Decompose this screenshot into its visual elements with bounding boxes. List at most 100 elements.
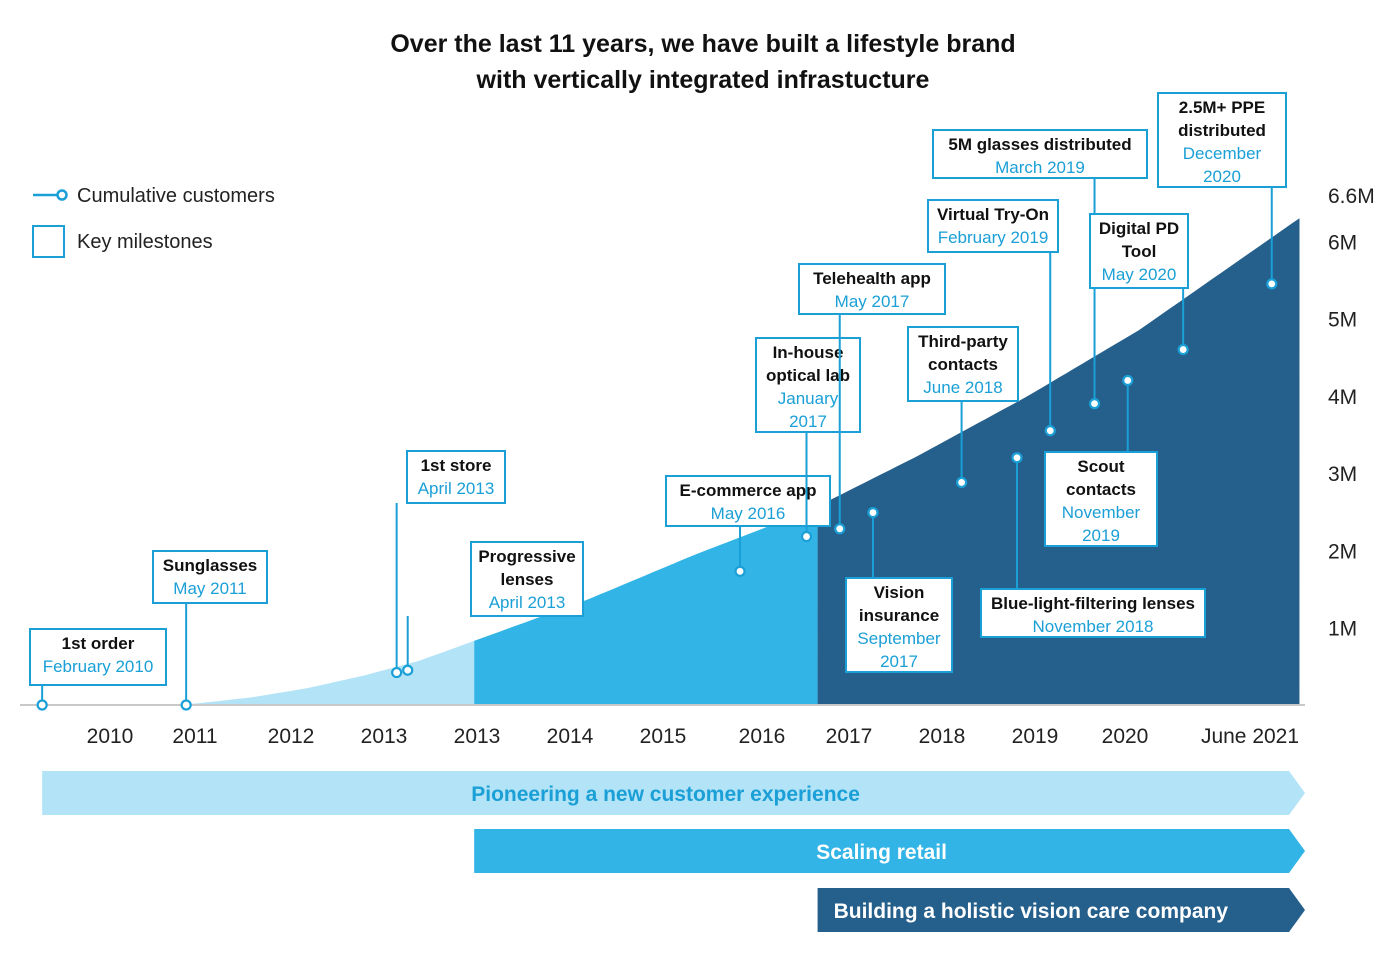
milestone-box — [470, 541, 584, 617]
milestone-point — [391, 666, 403, 679]
milestone-date: February 2019 — [938, 228, 1049, 247]
phase-arrow-0 — [42, 771, 1306, 815]
chart-title-line: Over the last 11 years, we have built a … — [390, 30, 1015, 58]
milestone-box — [927, 199, 1059, 253]
milestone-date: 2017 — [880, 652, 918, 671]
milestone-box — [907, 326, 1019, 402]
milestone-title: lenses — [501, 570, 554, 589]
milestone-title: optical lab — [766, 366, 850, 385]
milestone-date: May 2017 — [835, 292, 910, 311]
milestone-title: distributed — [1178, 121, 1266, 140]
x-tick-label: 2015 — [640, 725, 687, 748]
milestone-box — [798, 263, 946, 315]
milestone-title: Digital PD — [1099, 219, 1179, 238]
milestone-date: 2017 — [789, 412, 827, 431]
milestone-point — [734, 565, 746, 577]
x-tick-label: 2020 — [1102, 725, 1149, 748]
milestone-title: Virtual Try-On — [937, 205, 1049, 224]
milestone-point — [867, 506, 879, 519]
milestone-point — [955, 476, 968, 489]
milestone-title: E-commerce app — [680, 481, 817, 500]
milestone-point — [1011, 452, 1023, 464]
milestone-box — [1044, 451, 1158, 547]
milestone-point — [180, 699, 192, 711]
x-tick-label: 2013 — [454, 725, 501, 748]
x-tick-label: 2014 — [547, 725, 594, 748]
milestone-title: contacts — [1066, 480, 1136, 499]
milestone-title: In-house — [773, 343, 844, 362]
milestone-box — [29, 628, 167, 686]
milestone-point — [36, 699, 48, 711]
milestone-title: Progressive — [478, 547, 575, 566]
milestone-date: February 2010 — [43, 657, 154, 676]
legend-box-marker — [32, 225, 65, 258]
milestone-date: November 2018 — [1033, 617, 1154, 636]
chart-title-line: with vertically integrated infrastucture — [476, 66, 930, 94]
x-tick-label: 2013 — [361, 725, 408, 748]
milestone-point — [1177, 343, 1189, 356]
milestone-box — [932, 129, 1148, 179]
milestone-title: Third-party — [918, 332, 1008, 351]
x-tick-label: 2011 — [172, 725, 217, 748]
y-tick-label: 5M — [1328, 309, 1357, 332]
milestone-box — [152, 550, 268, 604]
x-tick-label: 2012 — [268, 725, 315, 748]
y-tick-label: 2M — [1328, 540, 1357, 563]
milestone-point — [1122, 374, 1134, 387]
milestone-box — [845, 577, 953, 673]
x-tick-label: 2019 — [1012, 725, 1059, 748]
phase-label: Scaling retail — [816, 841, 947, 864]
milestone-title: Vision — [874, 583, 925, 602]
milestone-date: September — [857, 629, 940, 648]
milestone-point — [834, 523, 846, 535]
legend-label-customers: Cumulative customers — [77, 185, 275, 207]
milestone-box — [1157, 92, 1287, 188]
milestone-date: May 2020 — [1102, 265, 1177, 284]
milestone-point — [1266, 278, 1278, 290]
milestone-title: Scout — [1077, 457, 1125, 476]
x-tick-label: 2010 — [87, 725, 134, 748]
legend-circle-marker — [56, 189, 68, 201]
phase-arrow-2 — [817, 888, 1305, 932]
y-tick-label: 3M — [1328, 463, 1357, 486]
milestone-box — [755, 337, 861, 433]
milestone-date: January — [778, 389, 839, 408]
milestone-point — [800, 530, 813, 543]
legend-label-milestones: Key milestones — [77, 231, 213, 253]
milestone-title: 2.5M+ PPE — [1179, 98, 1265, 117]
phase-arrow-1 — [474, 829, 1305, 873]
y-tick-label: 6.6M — [1328, 185, 1375, 208]
milestone-title: insurance — [859, 606, 939, 625]
milestone-date: April 2013 — [418, 479, 495, 498]
milestone-title: 1st order — [62, 634, 135, 653]
y-tick-label: 1M — [1328, 618, 1357, 641]
milestone-title: 5M glasses distributed — [948, 135, 1131, 154]
milestone-point — [1088, 398, 1101, 410]
milestone-date: April 2013 — [489, 593, 566, 612]
milestone-title: Tool — [1122, 242, 1157, 261]
phase-label: Building a holistic vision care company — [834, 900, 1229, 923]
x-tick-label: 2018 — [919, 725, 966, 748]
y-tick-label: 4M — [1328, 386, 1357, 409]
milestone-date: December — [1183, 144, 1262, 163]
milestone-date: May 2016 — [711, 504, 786, 523]
milestone-title: Blue-light-filtering lenses — [991, 594, 1195, 613]
milestone-date: May 2011 — [173, 579, 246, 598]
milestone-date: 2019 — [1082, 526, 1120, 545]
milestone-date: March 2019 — [995, 158, 1085, 177]
milestone-box — [1089, 213, 1189, 289]
milestone-title: 1st store — [421, 456, 492, 475]
x-tick-label: 2017 — [826, 725, 873, 748]
milestone-point — [1044, 425, 1056, 437]
milestone-date: June 2018 — [923, 378, 1002, 397]
phase-label: Pioneering a new customer experience — [471, 783, 860, 806]
x-tick-label: June 2021 — [1201, 725, 1299, 748]
x-tick-label: 2016 — [739, 725, 786, 748]
milestone-title: Telehealth app — [813, 269, 931, 288]
area-band-0 — [152, 640, 475, 705]
y-tick-label: 6M — [1328, 231, 1357, 254]
milestone-date: 2020 — [1203, 167, 1241, 186]
milestone-box — [980, 588, 1206, 638]
milestone-box — [406, 450, 506, 504]
